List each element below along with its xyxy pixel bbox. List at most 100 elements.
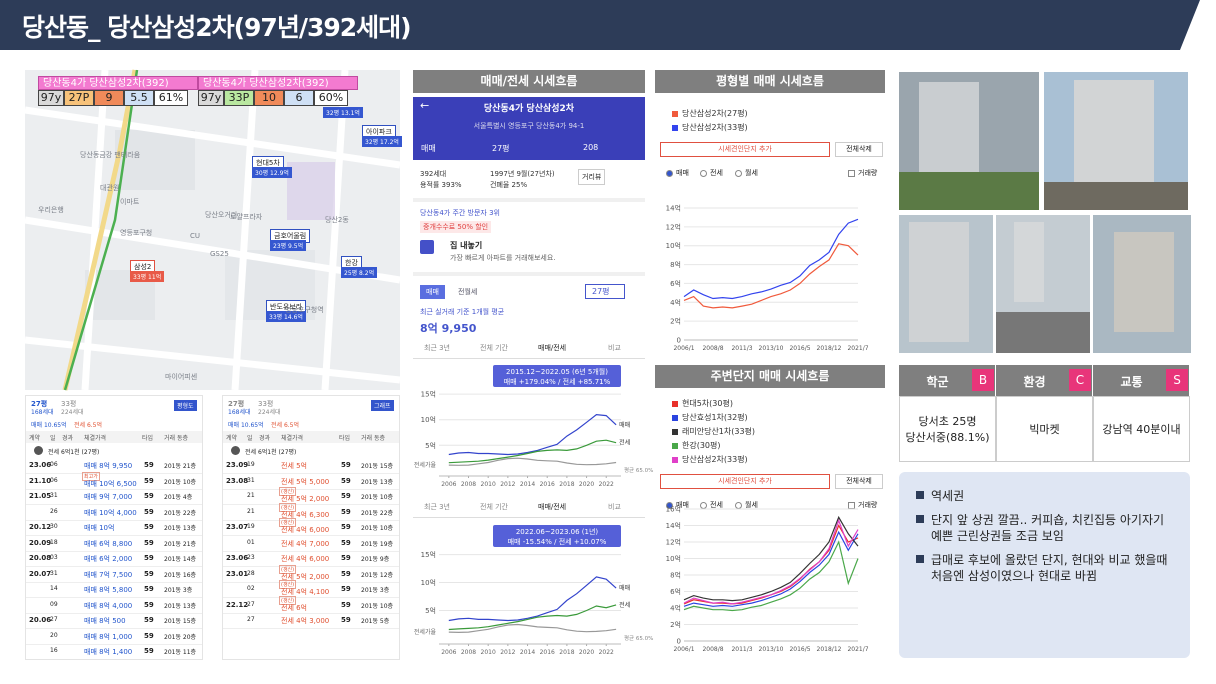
- button[interactable]: 전체삭제: [835, 474, 883, 489]
- period-tab[interactable]: 전체 기간: [480, 503, 508, 511]
- block: [115, 130, 195, 190]
- button[interactable]: 거리뷰: [578, 169, 606, 185]
- cell: 201동 4층: [164, 494, 193, 501]
- cell: 03: [50, 554, 58, 561]
- x-tick-label: 2008: [461, 481, 476, 488]
- cell: 201동 3층: [164, 587, 193, 594]
- cell: 06: [50, 476, 58, 484]
- button[interactable]: 평형도: [174, 400, 197, 411]
- period-tab[interactable]: 전체 기간: [480, 344, 508, 352]
- col-header-bg: [26, 431, 202, 443]
- row-line: [26, 581, 202, 583]
- cell: 59: [341, 507, 351, 516]
- series-line: [448, 604, 617, 631]
- y-tick-label: 14억: [666, 522, 681, 530]
- toggle[interactable]: 전월세: [458, 288, 478, 296]
- cell: 201동 14층: [164, 556, 197, 563]
- button[interactable]: 그래프: [371, 400, 394, 411]
- cell: 22.12: [226, 600, 249, 609]
- households: 168세대: [31, 409, 54, 416]
- radio[interactable]: [700, 170, 707, 177]
- cell: 전세 4억 3,000: [281, 617, 330, 625]
- cell: 전세 5억 2,000: [281, 572, 330, 581]
- button[interactable]: 시세견인단지 추가: [660, 474, 830, 489]
- photo: [1093, 215, 1191, 353]
- period-tab[interactable]: 비교: [608, 503, 621, 511]
- avg-label: 평균 65.0%: [624, 467, 653, 474]
- option-label: 전세: [710, 501, 723, 509]
- button[interactable]: 시세견인단지 추가: [660, 142, 830, 157]
- period-tab[interactable]: 매매/전세: [538, 344, 567, 352]
- size: 27평: [31, 400, 48, 408]
- period-tab[interactable]: 비교: [608, 344, 621, 352]
- tag-name: 당산동4가 당산삼성2차(392): [38, 76, 198, 90]
- cell: 201동 13층: [361, 478, 394, 486]
- marker-info: 33평 14.6억: [266, 311, 306, 322]
- x-tick-label: 2008/8: [702, 345, 723, 352]
- x-tick-label: 2020: [579, 481, 594, 488]
- tag-cell: 6: [284, 90, 314, 106]
- cell: 59: [341, 461, 351, 469]
- cell: 매매 6억 2,000: [84, 555, 133, 563]
- legend-label: 당산삼성2차(27평): [682, 109, 748, 118]
- col-header: 일: [247, 435, 253, 442]
- radio[interactable]: [735, 170, 742, 177]
- col-header: 체결가격: [84, 435, 107, 442]
- cell: 59: [144, 476, 154, 485]
- y-tick-label: 10억: [421, 579, 436, 587]
- radio[interactable]: [666, 502, 673, 509]
- map-label: 대관원: [100, 184, 120, 192]
- y-tick-label: 6억: [670, 280, 681, 288]
- y-tick-label: 6억: [670, 588, 681, 596]
- cell: 18: [50, 538, 58, 546]
- y-tick-label: 5억: [425, 607, 436, 615]
- marker-info: 32평 13.1억: [323, 107, 363, 118]
- x-tick-label: 2011/3: [731, 646, 752, 653]
- checkbox[interactable]: [848, 170, 855, 177]
- y-tick-label: 8억: [670, 261, 681, 269]
- period-tab[interactable]: 최근 3년: [424, 503, 450, 511]
- x-tick-label: 2013/10: [759, 646, 784, 653]
- x-tick-label: 2013/10: [759, 345, 784, 352]
- app-head: [413, 97, 645, 160]
- cell: 23.07: [226, 523, 249, 531]
- cell: 201동 9층: [361, 556, 390, 563]
- tag: (갱신): [279, 502, 297, 512]
- legend-label: 당산효성1차(32평): [682, 413, 748, 422]
- series-line: [448, 439, 617, 464]
- period-tab[interactable]: 최근 3년: [424, 344, 450, 352]
- chart: 0 2억 4억 6억 8억 10억 12억 14억 2006/1 2008/8 2011/3 2013…: [666, 205, 869, 353]
- cell: 201동 3층: [361, 587, 390, 594]
- row-line: [26, 597, 202, 598]
- cell: 전세 4억 7,000: [281, 539, 330, 548]
- table: 27평 168세대 33평 224세대 평형도 매매 10.65억 전세 6.5억 계약 일 경과…: [25, 395, 203, 660]
- app-address: 서울특별시 영등포구 당산동4가 94-1: [473, 122, 585, 130]
- tag-cell: 60%: [314, 90, 348, 106]
- cell: 전세 4억 6,000: [281, 555, 330, 563]
- cell: 매매 8억 500: [84, 617, 126, 625]
- radio[interactable]: [666, 170, 673, 177]
- grade: S: [1166, 369, 1188, 391]
- map-label: 영등포구청역: [285, 306, 324, 314]
- cell: 30: [50, 523, 58, 530]
- col-header: 계약: [226, 435, 238, 442]
- main-road: [62, 69, 138, 391]
- row-line: [26, 519, 202, 521]
- select[interactable]: 27평: [585, 284, 625, 299]
- legend-label: 당산삼성2차(33평): [682, 123, 748, 132]
- option-label: 매매: [676, 169, 689, 177]
- summary-header-label: 환경: [1023, 375, 1046, 389]
- cell: 201동 16층: [164, 571, 197, 579]
- toggle[interactable]: 매매: [420, 285, 445, 299]
- x-tick-label: 2006: [441, 481, 456, 488]
- cell: 전세 5억: [281, 462, 307, 470]
- button[interactable]: 전체삭제: [835, 142, 883, 157]
- period-tab[interactable]: 매매/전세: [538, 503, 567, 511]
- legend-swatch: [672, 111, 678, 117]
- y-tick-label: 16억: [666, 506, 681, 514]
- map-label: 로얄프라자: [230, 213, 263, 221]
- summary: 매매 10.65억: [228, 422, 264, 429]
- map: [24, 69, 401, 391]
- grade: B: [972, 369, 994, 391]
- series-line: [683, 218, 859, 300]
